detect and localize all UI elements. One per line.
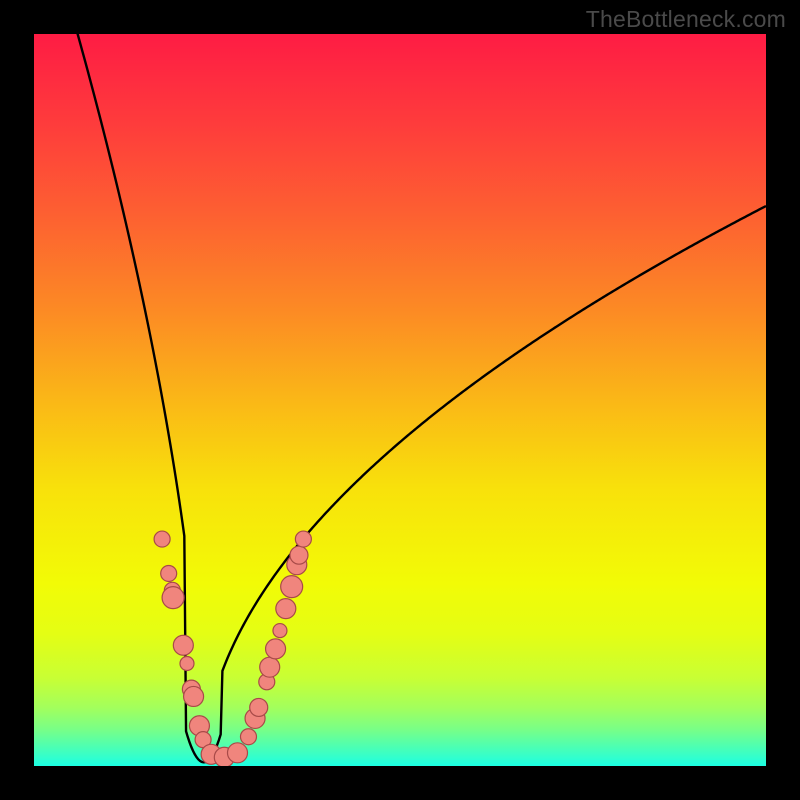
data-marker: [228, 743, 248, 763]
data-marker: [180, 657, 194, 671]
data-marker: [295, 531, 311, 547]
data-marker: [154, 531, 170, 547]
data-marker: [260, 657, 280, 677]
data-marker: [273, 624, 287, 638]
data-marker: [162, 587, 184, 609]
data-marker: [281, 576, 303, 598]
gradient-background: [34, 34, 766, 766]
bottleneck-chart: [0, 0, 800, 800]
data-marker: [184, 686, 204, 706]
data-marker: [266, 639, 286, 659]
data-marker: [240, 729, 256, 745]
data-marker: [173, 635, 193, 655]
chart-root: TheBottleneck.com: [0, 0, 800, 800]
data-marker: [250, 698, 268, 716]
watermark-text: TheBottleneck.com: [586, 6, 786, 33]
data-marker: [290, 546, 308, 564]
data-marker: [276, 599, 296, 619]
data-marker: [161, 565, 177, 581]
